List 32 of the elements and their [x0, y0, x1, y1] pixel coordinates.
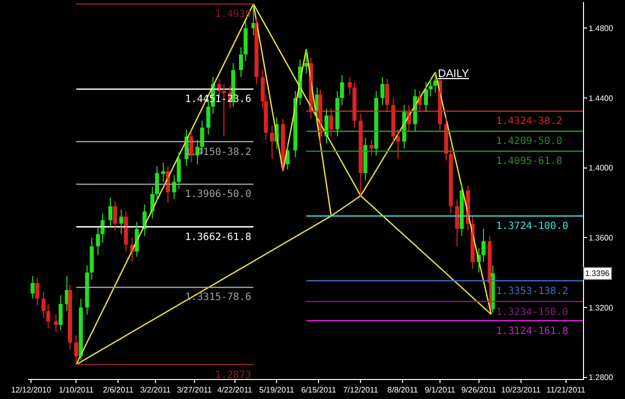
annotation: 1.3662-61.8 — [185, 232, 252, 243]
x-tick-label: 3/2/2011 — [140, 386, 172, 395]
x-tick-label: 8/8/2011 — [387, 386, 418, 395]
x-tick-label: 11/21/2011 — [546, 386, 586, 395]
x-tick-label: 3/27/2011 — [176, 386, 212, 395]
x-tick-label: 9/1/2011 — [424, 386, 456, 395]
x-tick-label: 12/12/2010 — [11, 386, 52, 395]
y-tick-label: 1.3600 — [588, 233, 614, 242]
y-tick-label: 1.4000 — [588, 164, 614, 173]
annotation: 1.3124-161.8 — [496, 326, 568, 337]
x-tick-label: 2/6/2011 — [102, 386, 134, 395]
annotation: 1.2873 — [215, 370, 252, 381]
annotation: 1.3353-138.2 — [496, 286, 568, 297]
x-tick-label: 5/19/2011 — [259, 386, 295, 395]
y-tick-label: 1.2800 — [588, 373, 614, 382]
annotation: 1.3234-150.0 — [496, 307, 568, 318]
annotation: 1.4095-61.8 — [496, 156, 562, 167]
annotation: 1.3724-100.0 — [496, 221, 568, 232]
x-tick-label: 6/15/2011 — [301, 386, 337, 395]
x-tick-label: 4/22/2011 — [217, 386, 253, 395]
x-tick-label: 9/26/2011 — [461, 386, 497, 395]
annotation: 1.4209-50.0 — [496, 136, 562, 147]
x-tick-label: 1/10/2011 — [58, 386, 94, 395]
annotation: 1.4324-38.2 — [496, 116, 562, 127]
y-tick-label: 1.3200 — [588, 303, 614, 312]
x-tick-label: 7/12/2011 — [343, 386, 379, 395]
y-tick-label: 1.4800 — [588, 24, 614, 33]
x-tick-label: 10/23/2011 — [501, 386, 542, 395]
text: 1.3396 — [585, 269, 610, 278]
y-tick-label: 1.4400 — [588, 94, 614, 103]
annotation: DAILY — [438, 68, 470, 80]
annotation: 1.3906-50.0 — [185, 189, 252, 200]
